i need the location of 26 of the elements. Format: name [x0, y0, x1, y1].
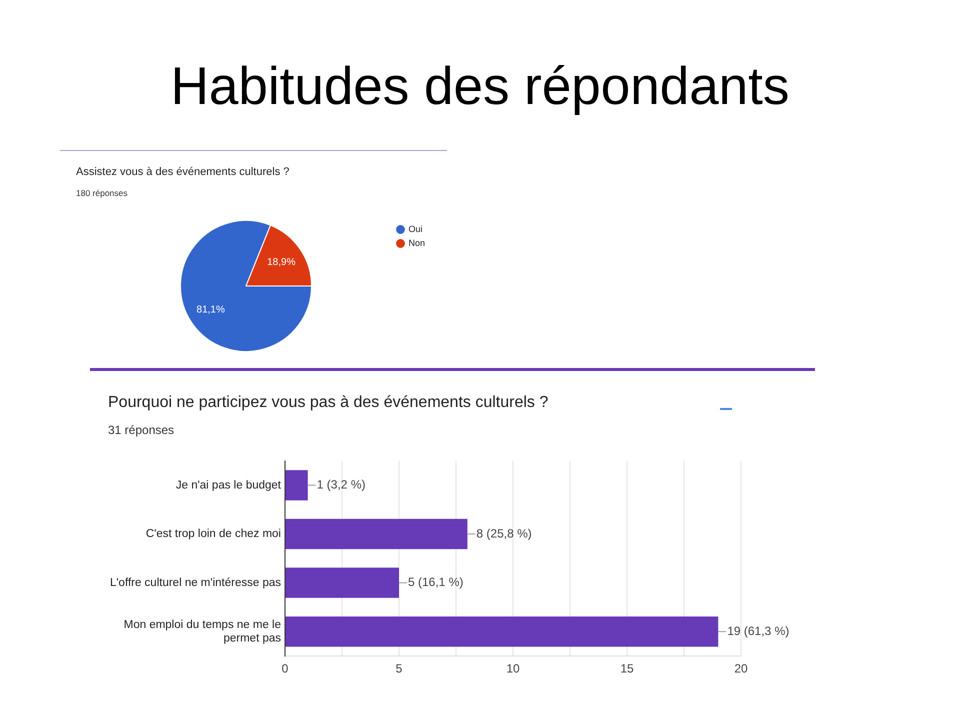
y-tick-label: L'offre culturel ne m'intéresse pas: [110, 576, 282, 589]
legend-label: Oui: [408, 224, 423, 234]
text: 31 réponses: [108, 423, 174, 437]
chart-title: Assistez vous à des événements culturels ?: [76, 166, 290, 178]
x-tick-label: 5: [396, 662, 403, 676]
x-tick-label: 0: [282, 662, 289, 676]
y-tick-label: C'est trop loin de chez moi: [146, 528, 281, 540]
legend-label: Non: [408, 238, 426, 248]
data-label: 5 (16,1 %): [408, 575, 464, 590]
text: Habitudes des répondants: [170, 56, 790, 117]
bar: [286, 568, 399, 598]
x-tick-label: 20: [734, 662, 748, 676]
bar: [286, 518, 468, 550]
data-label: 18,9%: [267, 256, 296, 268]
y-tick-label: Mon emploi du temps ne me le permet pas: [124, 618, 282, 645]
chart-title: Pourquoi ne participez vous pas à des événements culturels ?: [108, 394, 548, 412]
bar: [286, 470, 308, 500]
data-label: 1 (3,2 %): [316, 478, 366, 492]
data-label: 81,1%: [196, 304, 225, 316]
bar: [286, 616, 718, 647]
data-label: 8 (25,8 %): [476, 526, 532, 540]
text: 180 réponses: [76, 188, 128, 198]
x-tick-label: 15: [620, 662, 634, 676]
y-tick-label: Je n'ai pas le budget: [176, 479, 282, 492]
data-label: 19 (61,3 %): [727, 624, 790, 638]
x-tick-label: 10: [506, 662, 520, 676]
